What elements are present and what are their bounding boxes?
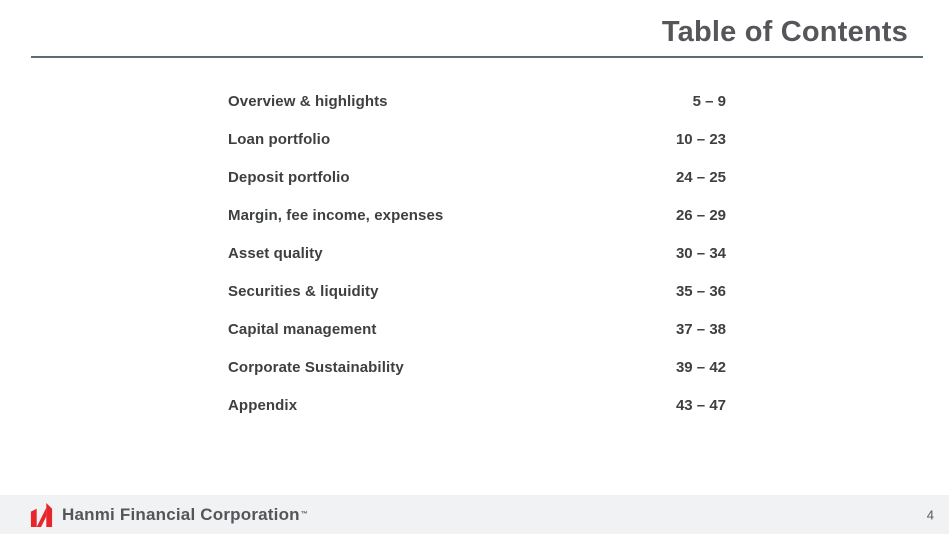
toc-item-label: Overview & highlights	[228, 92, 388, 110]
toc-row: Loan portfolio 10 – 23	[228, 120, 726, 158]
toc-row: Deposit portfolio 24 – 25	[228, 158, 726, 196]
toc-row: Margin, fee income, expenses 26 – 29	[228, 196, 726, 234]
page-title: Table of Contents	[661, 16, 908, 48]
toc-item-label: Appendix	[228, 396, 298, 414]
toc-item-pages: 30 – 34	[675, 244, 726, 262]
toc-item-pages: 39 – 42	[675, 358, 726, 376]
page-number: 4	[926, 507, 934, 522]
header-divider	[31, 56, 923, 58]
footer: Hanmi Financial Corporation ™ 4	[0, 495, 949, 534]
toc-row: Corporate Sustainability 39 – 42	[228, 348, 726, 386]
trademark-mark: ™	[300, 511, 308, 518]
toc-row: Securities & liquidity 35 – 36	[228, 272, 726, 310]
toc-item-label: Capital management	[228, 320, 377, 338]
toc-item-label: Deposit portfolio	[228, 168, 350, 186]
toc-item-pages: 5 – 9	[692, 92, 726, 110]
toc-row: Asset quality 30 – 34	[228, 234, 726, 272]
logo: Hanmi Financial Corporation ™	[29, 501, 308, 528]
toc-list: Overview & highlights 5 – 9 Loan portfol…	[228, 82, 726, 424]
toc-item-pages: 35 – 36	[675, 282, 726, 300]
toc-item-pages: 10 – 23	[675, 130, 726, 148]
toc-item-pages: 24 – 25	[675, 168, 726, 186]
hanmi-logo-icon	[30, 502, 53, 527]
toc-item-pages: 43 – 47	[675, 396, 726, 414]
toc-item-label: Corporate Sustainability	[228, 358, 404, 376]
logo-text: Hanmi Financial Corporation	[62, 504, 300, 524]
toc-item-pages: 37 – 38	[675, 320, 726, 338]
toc-row: Appendix 43 – 47	[228, 386, 726, 424]
toc-item-label: Margin, fee income, expenses	[228, 206, 444, 224]
toc-item-label: Securities & liquidity	[228, 282, 379, 300]
toc-row: Overview & highlights 5 – 9	[228, 82, 726, 120]
toc-row: Capital management 37 – 38	[228, 310, 726, 348]
toc-item-label: Asset quality	[228, 244, 323, 262]
toc-item-label: Loan portfolio	[228, 130, 331, 148]
toc-item-pages: 26 – 29	[675, 206, 726, 224]
